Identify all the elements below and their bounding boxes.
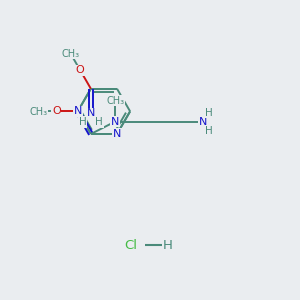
Text: CH₃: CH₃ (29, 107, 47, 117)
Text: H: H (205, 126, 213, 136)
Text: O: O (52, 106, 61, 116)
Text: N: N (111, 116, 119, 127)
Text: CH₃: CH₃ (62, 49, 80, 59)
Text: N: N (74, 106, 82, 116)
Text: H: H (95, 117, 103, 127)
Text: N: N (87, 108, 95, 118)
Text: H: H (162, 238, 172, 252)
Text: CH₃: CH₃ (106, 96, 124, 106)
Text: Cl: Cl (124, 238, 137, 252)
Text: O: O (76, 65, 85, 75)
Text: H: H (79, 117, 86, 127)
Text: N: N (199, 116, 207, 127)
Text: H: H (205, 108, 213, 118)
Text: N: N (113, 129, 121, 139)
